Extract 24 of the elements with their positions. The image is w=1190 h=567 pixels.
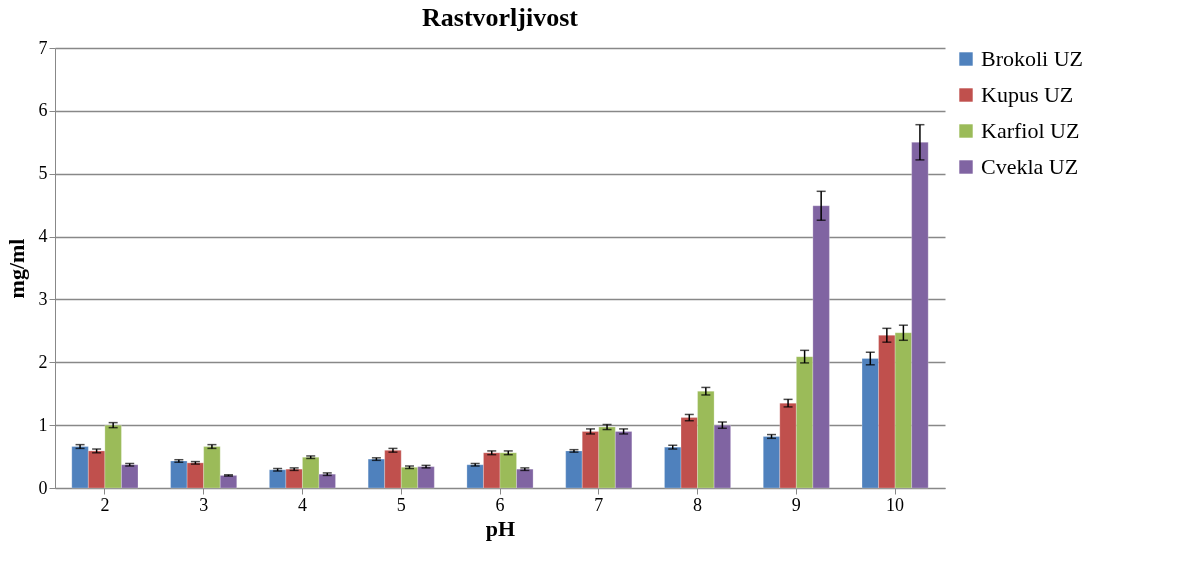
legend-label: Karfiol UZ: [981, 118, 1080, 143]
y-tick-label: 1: [38, 414, 48, 435]
y-tick-label: 2: [38, 351, 48, 372]
y-tick-label: 3: [38, 288, 48, 309]
x-tick-label: 6: [495, 494, 505, 515]
y-tick-label: 7: [38, 37, 48, 58]
x-tick-label: 10: [886, 494, 905, 515]
y-tick-label: 6: [38, 100, 48, 121]
legend-label: Kupus UZ: [981, 82, 1074, 107]
x-tick-label: 8: [693, 494, 703, 515]
x-axis-title: pH: [485, 515, 516, 541]
x-tick-label: 4: [297, 494, 307, 515]
x-tick-label: 5: [396, 494, 406, 515]
y-tick-label: 4: [38, 226, 48, 247]
x-tick-label: 7: [594, 494, 604, 515]
y-tick-label: 0: [38, 477, 48, 498]
y-axis-title: mg/ml: [3, 238, 29, 299]
y-tick-label: 5: [38, 163, 48, 184]
legend-label: Cvekla UZ: [981, 154, 1079, 179]
chart-title: Rastvorljivost: [422, 3, 579, 32]
x-tick-label: 3: [199, 494, 209, 515]
legend-label: Brokoli UZ: [981, 46, 1084, 71]
x-tick-label: 2: [100, 494, 110, 515]
x-tick-label: 9: [791, 494, 801, 515]
